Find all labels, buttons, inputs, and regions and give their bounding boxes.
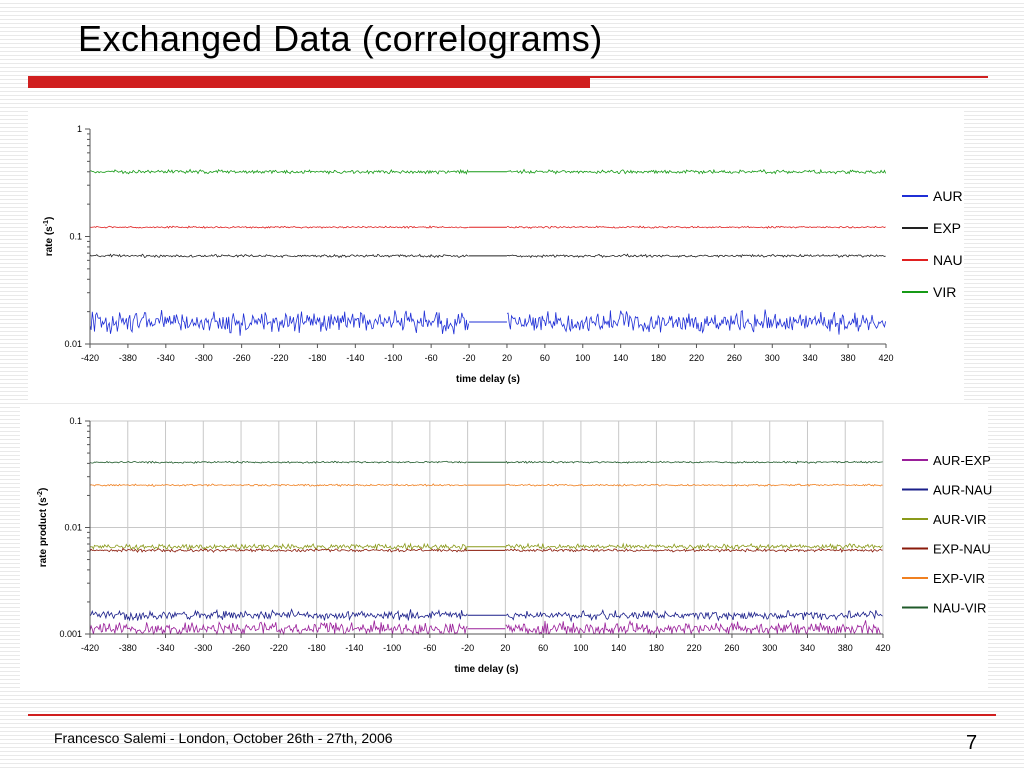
- series-line-aur-vir-left: [89, 542, 468, 552]
- x-tick-label: -300: [195, 353, 213, 363]
- x-tick-label: 140: [611, 643, 626, 653]
- x-tick-label: -380: [119, 643, 137, 653]
- x-tick-label: -60: [423, 643, 436, 653]
- series-line-aur-right: [506, 309, 886, 335]
- y-axis-title: rate product (s-2): [37, 488, 49, 568]
- x-tick-label: 340: [800, 643, 815, 653]
- x-tick-label: -300: [194, 643, 212, 653]
- x-tick-label: -20: [463, 353, 476, 363]
- series-line-exp-right: [506, 253, 886, 259]
- rate-products-chart: 0.001 0.01 0.1 -420 -380 -340 -300 -260 -220 -180…: [37, 416, 992, 675]
- x-tick-label: 180: [651, 353, 666, 363]
- y-tick-label: 0.01: [64, 339, 82, 349]
- legend-label-exp: EXP: [933, 220, 961, 236]
- x-tick-label: -420: [81, 643, 99, 653]
- legend-label-aur-nau: AUR-NAU: [933, 483, 992, 498]
- x-tick-label: -260: [233, 353, 251, 363]
- series-line-aur-left: [89, 310, 470, 336]
- series-line-exp-left: [89, 253, 469, 259]
- x-tick-label: -420: [81, 353, 99, 363]
- legend-label-aur-vir: AUR-VIR: [933, 512, 986, 527]
- title-rule-thick: [28, 76, 590, 88]
- x-tick-label: 220: [687, 643, 702, 653]
- x-tick-label: 100: [575, 353, 590, 363]
- legend-label-nau: NAU: [933, 252, 963, 268]
- slide-title: Exchanged Data (correlograms): [78, 18, 603, 59]
- x-tick-label: 380: [838, 643, 853, 653]
- y-tick-label: 0.1: [69, 416, 82, 426]
- rates-chart: 0.01 0.1 1 -420 -380 -340 -300 -260 -220 -180 -140…: [43, 124, 963, 385]
- series-line-exp-nau-right: [505, 547, 883, 553]
- x-tick-label: 300: [762, 643, 777, 653]
- y-tick-label: 0.01: [64, 523, 82, 533]
- x-tick-label: 60: [540, 353, 550, 363]
- series-line-aur-nau-left: [89, 608, 468, 622]
- x-tick-label: 380: [841, 353, 856, 363]
- x-tick-label: -100: [384, 353, 402, 363]
- x-tick-label: -220: [271, 353, 289, 363]
- chart-panel-rates: 0.01 0.1 1 -420 -380 -340 -300 -260 -220 -180 -140…: [28, 110, 964, 400]
- y-tick-label: 1: [77, 124, 82, 134]
- x-tick-label: 420: [878, 353, 893, 363]
- legend-label-nau-vir: NAU-VIR: [933, 601, 986, 616]
- x-tick-label: -20: [461, 643, 474, 653]
- x-tick-label: 340: [803, 353, 818, 363]
- x-tick-label: -340: [157, 353, 175, 363]
- x-tick-label: 60: [538, 643, 548, 653]
- series-line-nau-left: [89, 225, 469, 229]
- series-line-vir-left: [89, 168, 470, 175]
- legend-label-aur: AUR: [933, 188, 963, 204]
- series-line-aur-exp-right: [505, 619, 883, 636]
- x-tick-label: -180: [308, 353, 326, 363]
- x-axis-title: time delay (s): [455, 664, 519, 675]
- x-tick-label: 220: [689, 353, 704, 363]
- y-tick-label: 0.1: [69, 232, 82, 242]
- series-line-aur-nau-right: [505, 609, 883, 623]
- series-line-vir-right: [506, 168, 886, 175]
- series-line-aur-exp-left: [89, 620, 468, 636]
- series-line-nau-vir-right: [505, 460, 883, 465]
- x-tick-label: 260: [727, 353, 742, 363]
- x-tick-label: 420: [875, 643, 890, 653]
- x-tick-label: 140: [613, 353, 628, 363]
- x-tick-label: -340: [157, 643, 175, 653]
- y-tick-label: 0.001: [59, 629, 82, 639]
- series-line-nau-right: [506, 225, 886, 229]
- title-rule-thin: [590, 76, 988, 78]
- x-tick-label: 300: [765, 353, 780, 363]
- x-tick-label: 20: [502, 353, 512, 363]
- x-tick-label: 100: [573, 643, 588, 653]
- x-tick-label: -380: [119, 353, 137, 363]
- x-tick-label: 260: [724, 643, 739, 653]
- x-axis-title: time delay (s): [456, 374, 520, 385]
- chart-panel-rate-products: 0.001 0.01 0.1 -420 -380 -340 -300 -260 -220 -180…: [20, 404, 992, 688]
- x-tick-label: -140: [345, 643, 363, 653]
- x-tick-label: -260: [232, 643, 250, 653]
- footer-text: Francesco Salemi - London, October 26th …: [54, 730, 393, 746]
- x-tick-label: -140: [346, 353, 364, 363]
- page-number: 7: [966, 732, 978, 754]
- x-tick-label: -60: [425, 353, 438, 363]
- x-tick-label: -180: [308, 643, 326, 653]
- legend-label-exp-vir: EXP-VIR: [933, 571, 985, 586]
- series-line-exp-vir-left: [89, 483, 468, 487]
- x-tick-label: 180: [649, 643, 664, 653]
- x-tick-label: 20: [500, 643, 510, 653]
- legend-label-vir: VIR: [933, 284, 956, 300]
- legend-label-exp-nau: EXP-NAU: [933, 542, 991, 557]
- series-line-exp-vir-right: [505, 483, 883, 487]
- y-axis-title: rate (s-1): [43, 217, 55, 257]
- series-line-exp-nau-left: [89, 547, 468, 553]
- x-tick-label: -220: [270, 643, 288, 653]
- legend-label-aur-exp: AUR-EXP: [933, 453, 991, 468]
- x-tick-label: -100: [383, 643, 401, 653]
- footer-rule: [28, 714, 996, 716]
- series-line-nau-vir-left: [89, 460, 468, 464]
- series-line-aur-vir-right: [505, 542, 883, 551]
